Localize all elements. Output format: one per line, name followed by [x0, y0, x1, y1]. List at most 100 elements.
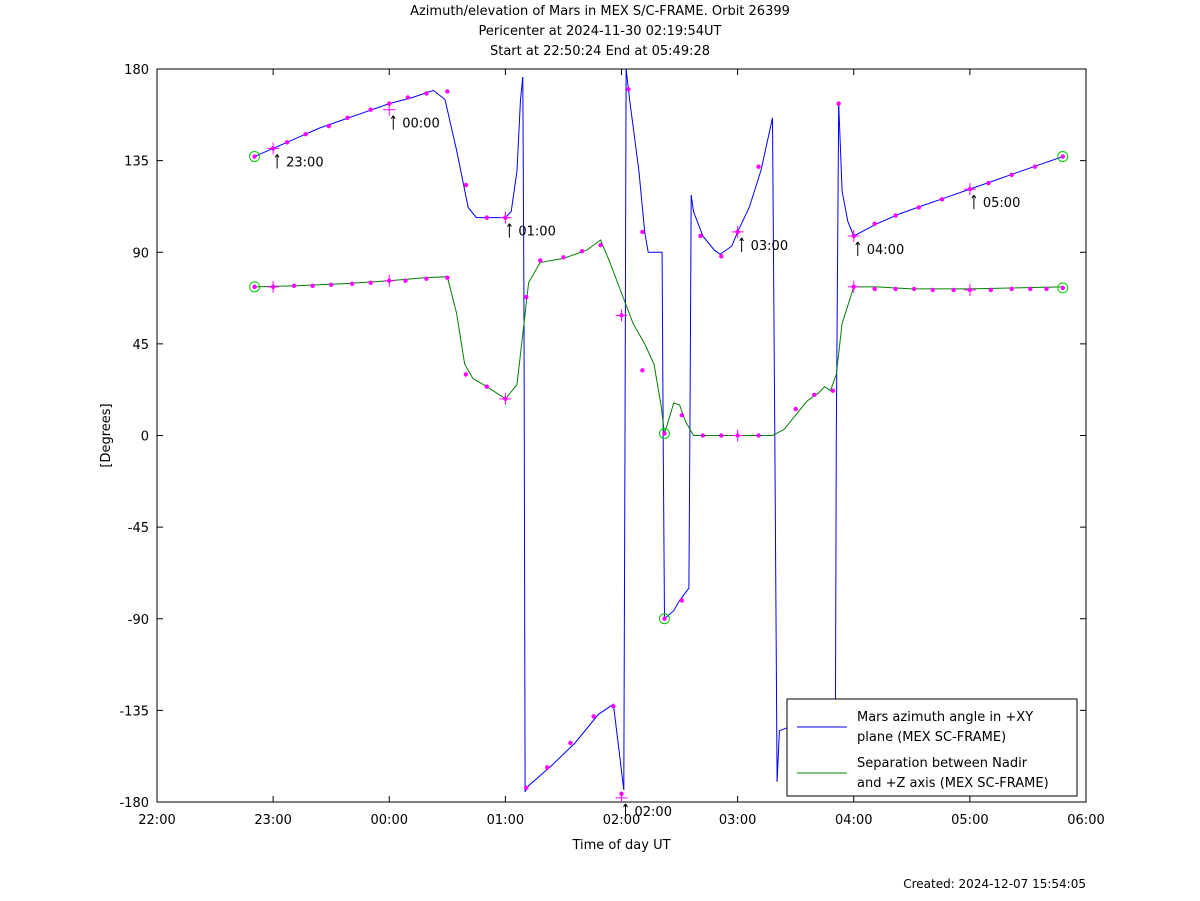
annotation-label: 23:00: [286, 155, 323, 170]
data-point: [793, 406, 798, 412]
data-point: [463, 182, 469, 188]
time-annotation: 04:00: [855, 241, 904, 258]
annotation-arrowhead: [508, 223, 512, 227]
series-line: [772, 117, 778, 782]
data-point: [445, 275, 450, 280]
legend-label: Separation between Nadir: [857, 756, 1028, 771]
time-annotation: 01:00: [506, 223, 556, 240]
time-annotations: 23:00 00:00 01:00 02:00 03:00 04:00 05:00: [274, 115, 1020, 820]
x-tick-label: 02:00: [603, 813, 640, 828]
plot-series: [249, 69, 1069, 802]
y-tick-label: 90: [132, 246, 149, 261]
annotation-arrowhead: [973, 194, 977, 199]
annotation-arrowhead: [857, 241, 861, 246]
data-point: [662, 431, 667, 436]
annotation-arrowhead: [274, 154, 278, 158]
endpoint-circle: [1057, 282, 1069, 294]
data-point: [930, 287, 935, 293]
data-point: [986, 180, 991, 186]
data-point: [524, 294, 529, 300]
data-point: [836, 101, 841, 106]
annotation-label: 05:00: [983, 196, 1020, 211]
data-point: [591, 714, 596, 719]
data-point: [916, 205, 921, 210]
annotation-arrowhead: [855, 241, 859, 246]
series-azimuth: [249, 69, 1069, 802]
y-tick-label: -180: [119, 796, 149, 811]
data-point: [1060, 285, 1065, 291]
data-point: [988, 287, 993, 293]
annotation-arrowhead: [276, 154, 280, 158]
legend-label: plane (MEX SC-FRAME): [857, 730, 1006, 745]
data-point: [830, 388, 836, 393]
data-point: [1009, 172, 1014, 178]
data-point: [387, 101, 392, 106]
data-point: [640, 229, 645, 235]
legend-label: and +Z axis (MEX SC-FRAME): [857, 776, 1049, 791]
data-point: [484, 215, 489, 220]
annotation-arrowhead: [506, 223, 510, 227]
data-point: [538, 258, 543, 263]
data-point: [598, 242, 603, 248]
data-point: [405, 95, 411, 100]
time-annotation: 03:00: [739, 237, 788, 254]
series-line: [623, 69, 627, 790]
data-point: [951, 287, 956, 293]
x-tick-label: 03:00: [719, 813, 756, 828]
data-point: [568, 740, 573, 746]
data-point: [611, 704, 616, 709]
legend: Mars azimuth angle in +XY plane (MEX SC-F…: [786, 698, 1078, 797]
data-point: [368, 107, 373, 112]
endpoint-circle: [658, 427, 670, 439]
series-line: [690, 117, 773, 255]
data-point: [368, 280, 373, 285]
series-line: [661, 252, 665, 619]
annotation-arrowhead: [392, 115, 396, 119]
data-point: [345, 115, 350, 121]
data-point: [679, 598, 685, 603]
series-line: [524, 703, 625, 793]
legend-box: [786, 698, 1078, 797]
y-tick-label: 180: [124, 63, 149, 78]
series-line: [254, 239, 1063, 436]
data-point: [579, 249, 585, 254]
data-point: [1060, 154, 1065, 159]
data-point: [544, 765, 550, 770]
data-point: [756, 433, 761, 438]
data-point: [445, 89, 450, 94]
data-point: [893, 286, 898, 292]
data-point: [252, 284, 257, 290]
data-point: [424, 91, 429, 96]
annotation-arrowhead: [625, 803, 628, 808]
series-line: [838, 103, 1063, 237]
data-point: [252, 154, 257, 159]
data-point: [403, 278, 408, 283]
data-point: [484, 384, 489, 389]
x-tick-label: 04:00: [835, 813, 872, 828]
annotation-label: 02:00: [635, 805, 672, 820]
series-line: [522, 77, 526, 792]
y-tick-label: -135: [119, 704, 149, 719]
data-point: [291, 283, 297, 289]
annotation-arrowhead: [623, 803, 626, 808]
annotation-arrowhead: [741, 237, 745, 242]
annotation-label: 01:00: [518, 225, 555, 240]
data-point: [1044, 286, 1049, 292]
annotation-label: 04:00: [867, 243, 904, 258]
data-point: [640, 368, 645, 373]
time-annotation: 05:00: [971, 194, 1020, 211]
series-line: [664, 195, 692, 620]
data-point: [719, 254, 724, 259]
annotation-arrowhead: [390, 115, 394, 119]
time-annotation: 23:00: [274, 154, 324, 170]
y-tick-label: 0: [141, 430, 149, 445]
data-point: [679, 412, 685, 418]
created-timestamp: Created: 2024-12-07 15:54:05: [903, 877, 1086, 891]
data-point: [1032, 164, 1038, 169]
data-point: [326, 123, 332, 129]
y-tick-label: 135: [124, 155, 149, 170]
data-point: [626, 87, 631, 92]
series-line: [625, 69, 663, 253]
data-point: [662, 616, 667, 621]
